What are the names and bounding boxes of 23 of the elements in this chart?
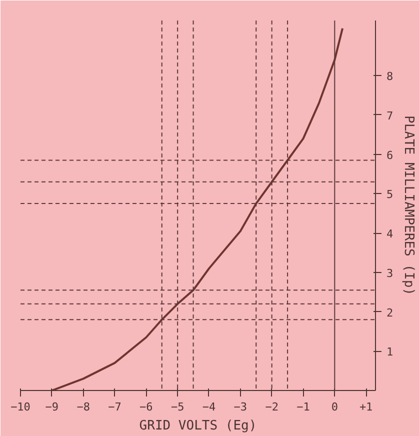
y-tick-label: 7 [386,109,394,122]
y-tick-label: 3 [386,266,394,280]
y-tick-label: 4 [386,228,394,241]
line-series [50,27,344,390]
x-tick-label: +1 [359,400,373,414]
x-tick-label: −4 [202,400,216,414]
x-axis-title: GRID VOLTS (Eg) [139,418,257,434]
y-tick-label: 5 [386,188,394,202]
x-tick-label: −9 [45,400,59,414]
y-tick-label: 2 [386,306,394,320]
x-tick-label: −2 [265,400,278,414]
x-tick-label: −7 [108,400,122,414]
x-tick-label: −1 [296,400,310,414]
y-tick-label: 1 [386,346,394,359]
x-tick-label: −3 [234,400,248,414]
x-tick-label: −8 [76,400,90,414]
y-tick-label: 6 [386,148,394,162]
x-tick-label: −5 [170,400,184,414]
x-tick-label: −10 [10,400,30,414]
x-tick-label: −6 [140,400,153,414]
x-tick-label: 0 [331,400,338,414]
y-axis-title: PLATE MILLIAMPERES (Ip) [401,115,416,296]
y-tick-label: 8 [386,70,394,84]
